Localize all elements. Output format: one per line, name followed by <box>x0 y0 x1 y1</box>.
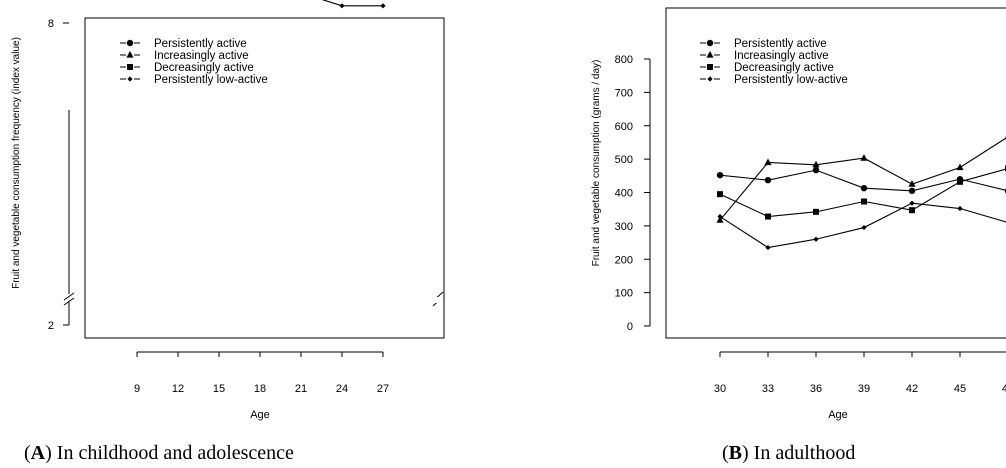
legend-marker-triangle <box>706 51 714 58</box>
panel-b-frame <box>665 7 1006 339</box>
y-tick-label: 800 <box>615 54 633 66</box>
series-line <box>719 202 1006 249</box>
data-point <box>380 3 386 9</box>
x-tick-label: 30 <box>714 383 726 395</box>
data-point <box>956 163 964 171</box>
y-tick-label: 300 <box>615 221 633 233</box>
x-tick-label: 18 <box>254 383 266 395</box>
panel-a-x-axis-label: Age <box>250 409 270 421</box>
y-tick-label: 100 <box>615 288 633 300</box>
y-tick-label: 2 <box>48 320 54 332</box>
axis-break-gap <box>86 297 443 303</box>
panel-b: Fruit and vegetable consumption (grams /… <box>591 7 1006 464</box>
data-point <box>957 205 963 212</box>
data-point <box>861 224 867 231</box>
x-tick-label: 36 <box>810 383 822 395</box>
x-tick-label: 48 <box>1002 383 1006 395</box>
data-point <box>957 178 963 185</box>
legend-marker-circle <box>126 39 134 47</box>
data-point <box>764 176 772 184</box>
data-point <box>908 180 916 187</box>
data-point <box>813 236 819 242</box>
data-point <box>716 171 724 179</box>
data-point <box>765 213 771 220</box>
y-tick-label: 8 <box>48 18 54 30</box>
legend-label: Persistently active <box>734 38 827 50</box>
x-tick-label: 33 <box>762 383 774 395</box>
x-tick-label: 42 <box>906 383 918 395</box>
data-point <box>860 154 868 161</box>
panel-b-caption: (B) In adulthood <box>722 442 855 464</box>
panel-b-y-axis-label: Fruit and vegetable consumption (grams /… <box>591 60 602 267</box>
legend-marker-square <box>127 64 133 70</box>
legend-marker-circle <box>706 39 714 47</box>
axis-break-mark <box>63 292 75 306</box>
y-tick-label: 400 <box>615 188 633 200</box>
legend-label: Increasingly active <box>154 50 249 62</box>
panel-a-caption-text: ) In childhood and adolescence <box>45 442 294 464</box>
panel-a-caption-letter: A <box>31 442 46 464</box>
y-tick-label: 0 <box>627 321 633 333</box>
x-tick-label: 9 <box>134 383 140 395</box>
data-point <box>908 187 916 195</box>
data-point <box>765 244 771 251</box>
panel-b-series <box>716 136 1006 251</box>
x-tick-label: 39 <box>858 383 870 395</box>
data-point <box>812 166 820 174</box>
x-tick-label: 15 <box>213 383 225 395</box>
panel-b-caption-text: ) In adulthood <box>742 442 855 464</box>
data-point <box>764 158 772 166</box>
data-point <box>812 160 820 168</box>
data-point <box>716 216 724 223</box>
legend-marker-diamond <box>707 76 713 82</box>
legend-label: Persistently low-active <box>154 74 268 86</box>
legend-marker-triangle <box>126 51 134 58</box>
data-point <box>909 207 915 214</box>
data-point <box>860 184 868 192</box>
legend-label: Persistently low-active <box>734 74 848 86</box>
panel-a-y-axis-label: Fruit and vegetable consumption frequenc… <box>11 37 22 289</box>
panel-a-frame <box>84 17 445 339</box>
x-tick-label: 12 <box>172 383 184 395</box>
x-tick-label: 27 <box>377 383 389 395</box>
panel-b-x-axis-label: Age <box>828 409 848 421</box>
legend-label: Increasingly active <box>734 50 829 62</box>
series-line <box>321 0 383 7</box>
data-point <box>339 3 345 9</box>
panel-a: Fruit and vegetable consumption frequenc… <box>11 0 445 464</box>
panel-b-axes: 0 100 200 300 400 500 600 700 800 30 33 36 39 42 45 48 <box>615 54 1006 395</box>
legend-marker-square <box>707 64 713 70</box>
legend-label: Persistently active <box>154 38 247 50</box>
data-point <box>717 213 723 220</box>
y-tick-label: 700 <box>615 87 633 99</box>
panel-a-axes: 2891011129121518212427 <box>48 18 444 395</box>
y-tick-label: 600 <box>615 121 633 133</box>
panel-b-caption-letter: B <box>729 442 742 464</box>
y-tick-label: 500 <box>615 154 633 166</box>
data-point <box>813 208 819 215</box>
panel-a-series <box>321 0 386 9</box>
panel-a-caption: (A) In childhood and adolescence <box>24 442 294 464</box>
x-tick-label: 24 <box>336 383 348 395</box>
data-point <box>717 191 723 198</box>
legend-label: Decreasingly active <box>154 62 254 74</box>
data-point <box>909 200 915 206</box>
data-point <box>861 198 867 205</box>
x-tick-label: 21 <box>295 383 307 395</box>
legend-label: Decreasingly active <box>734 62 834 74</box>
y-tick-label: 200 <box>615 254 633 266</box>
legend-marker-diamond <box>127 76 133 82</box>
x-tick-label: 45 <box>954 383 966 395</box>
